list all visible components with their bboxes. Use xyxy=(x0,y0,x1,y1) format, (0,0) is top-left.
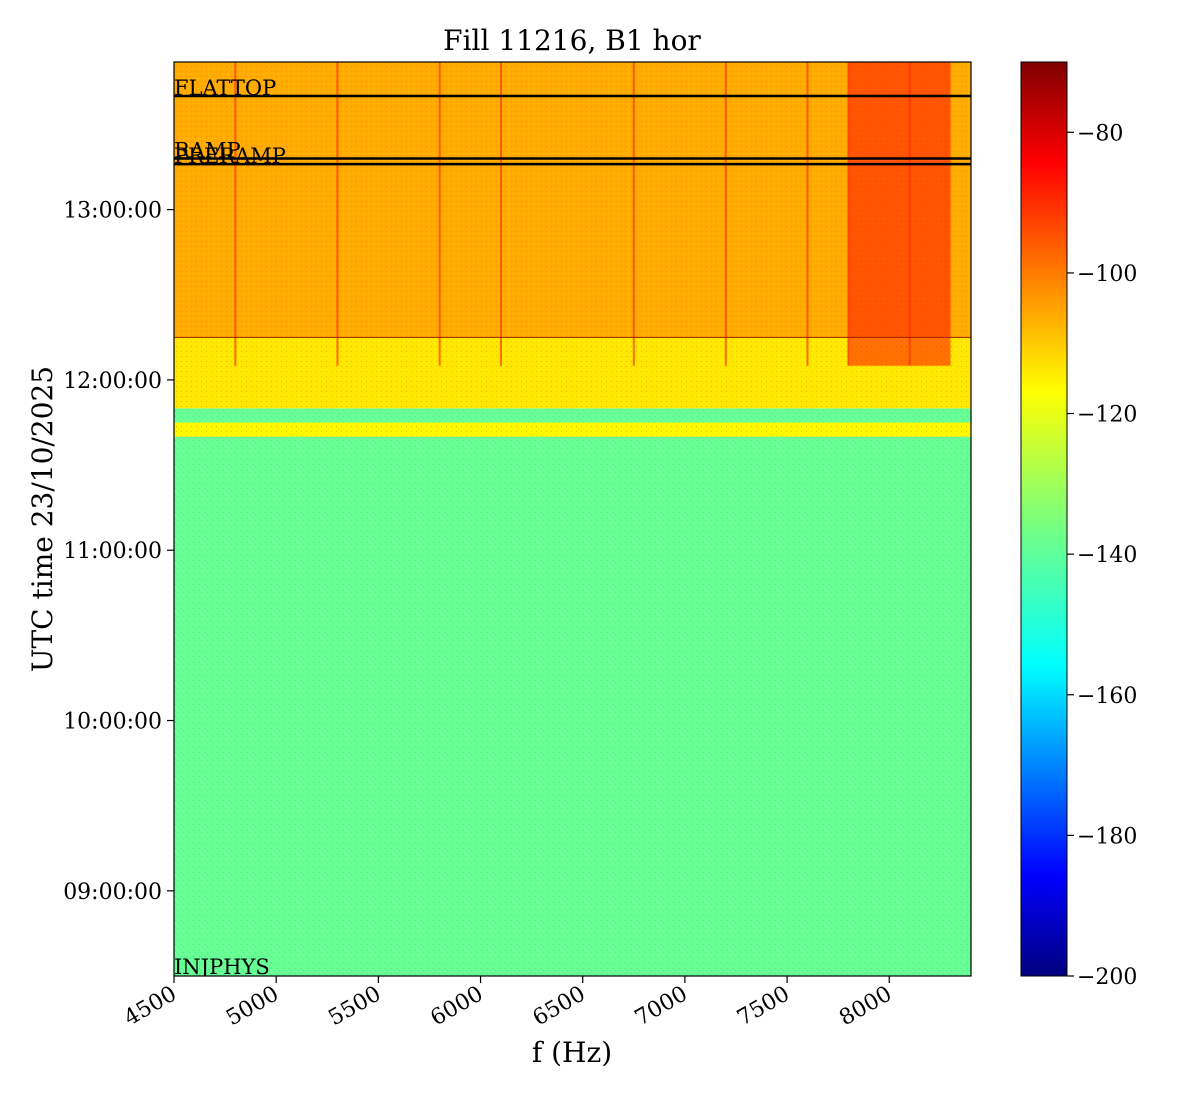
y-axis: 09:00:00 10:00:00 11:00:00 12:00:00 13:00:00 xyxy=(63,199,174,905)
x-tick-label-4500: 4500 xyxy=(120,982,181,1032)
x-axis-label: f (Hz) xyxy=(532,1036,612,1069)
marker-label-flattop: FLATTOP xyxy=(174,76,276,100)
heatmap-hot-band xyxy=(848,62,951,366)
colorbar-tick-label: −200 xyxy=(1077,965,1137,990)
marker-label-preramp: PRERAMP xyxy=(174,144,286,168)
marker-label-ramp: RAMP xyxy=(174,139,241,163)
marker-label-injphys: INJPHYS xyxy=(174,955,270,979)
x-tick-label-7500: 7500 xyxy=(733,982,794,1032)
colorbar-tick-label: −160 xyxy=(1077,684,1137,709)
chart-title: Fill 11216, B1 hor xyxy=(443,24,701,57)
colorbar-tick-label: −140 xyxy=(1077,543,1137,568)
colorbar-gradient xyxy=(1020,61,1068,977)
heatmap-region-texture-4 xyxy=(174,62,971,338)
heatmap-region-texture-1 xyxy=(174,422,971,437)
x-tick-label-8000: 8000 xyxy=(835,982,896,1032)
colorbar: −80 −100 −120 −140 −160 −180 −200 xyxy=(1020,61,1137,990)
colorbar-tick-label: −120 xyxy=(1077,403,1137,428)
x-axis: 4500 5000 5500 6000 6500 7000 7500 8000 xyxy=(120,976,896,1031)
colorbar-tick-label: −180 xyxy=(1077,824,1137,849)
heatmap-region-texture-0 xyxy=(174,436,971,976)
y-tick-label: 10:00:00 xyxy=(63,710,162,735)
x-tick-label-5500: 5500 xyxy=(324,982,385,1032)
y-tick-label: 13:00:00 xyxy=(63,199,162,224)
y-axis-label: UTC time 23/10/2025 xyxy=(26,366,59,672)
heatmap-region-texture-2 xyxy=(174,408,971,423)
plot-frame xyxy=(173,61,972,977)
heatmap-region-texture-3 xyxy=(174,337,971,409)
x-tick-label-7000: 7000 xyxy=(631,982,692,1032)
x-tick-label-6000: 6000 xyxy=(427,982,488,1032)
x-tick-label-6500: 6500 xyxy=(529,982,590,1032)
y-tick-label: 12:00:00 xyxy=(63,369,162,394)
y-tick-label: 11:00:00 xyxy=(63,539,162,564)
y-tick-label: 09:00:00 xyxy=(63,880,162,905)
x-tick-label-5000: 5000 xyxy=(222,982,283,1032)
colorbar-tick-label: −100 xyxy=(1077,262,1137,287)
colorbar-tick-label: −80 xyxy=(1077,121,1123,146)
